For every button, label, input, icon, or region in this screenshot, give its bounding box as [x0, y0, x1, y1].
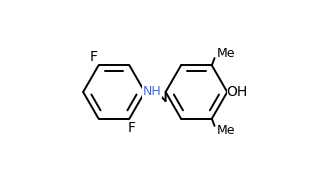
Text: OH: OH	[226, 85, 248, 99]
Text: NH: NH	[143, 85, 161, 98]
Text: F: F	[127, 121, 135, 135]
Text: Me: Me	[216, 124, 235, 137]
Text: F: F	[90, 50, 98, 64]
Text: Me: Me	[216, 47, 235, 60]
